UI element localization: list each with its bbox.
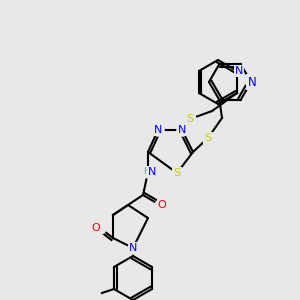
Text: S: S — [204, 133, 211, 143]
Text: O: O — [158, 200, 166, 210]
Text: N: N — [129, 243, 137, 253]
Text: N: N — [235, 66, 243, 76]
Text: S: S — [173, 168, 181, 178]
Text: H: H — [142, 167, 149, 176]
Text: N: N — [178, 125, 186, 135]
Text: O: O — [92, 223, 100, 233]
Text: N: N — [248, 76, 256, 88]
Text: N: N — [154, 125, 162, 135]
Text: N: N — [148, 167, 156, 177]
Text: S: S — [187, 114, 194, 124]
